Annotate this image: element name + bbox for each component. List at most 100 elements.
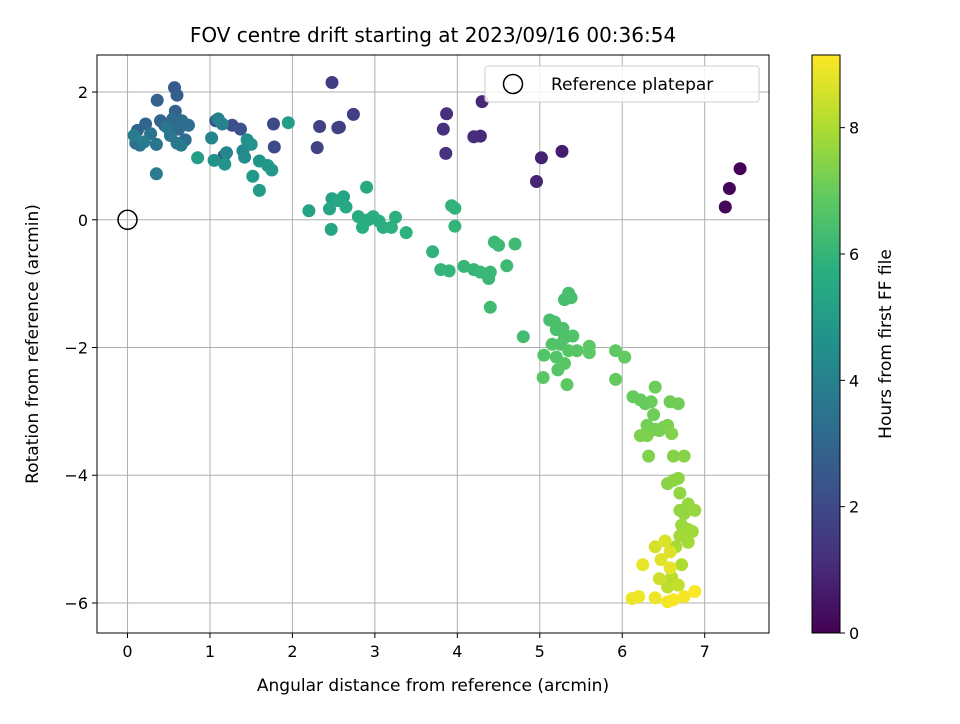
data-point <box>666 593 680 607</box>
reference-layer <box>117 209 138 231</box>
data-point <box>570 344 584 358</box>
data-point <box>516 330 530 344</box>
data-point <box>313 120 327 133</box>
data-point <box>636 558 650 572</box>
data-point <box>234 122 247 136</box>
colorbar-tick-label: 0 <box>849 624 859 643</box>
data-point <box>215 117 229 131</box>
data-point <box>324 222 338 236</box>
data-point <box>265 163 279 177</box>
chart-title: FOV centre drift starting at 2023/09/16 … <box>190 23 676 47</box>
data-point <box>150 93 164 107</box>
y-tick-label: −4 <box>64 466 88 485</box>
x-tick-label: 6 <box>617 642 627 661</box>
colorbar-label: Hours from first FF file <box>876 249 896 439</box>
data-point <box>467 130 481 144</box>
data-point <box>582 346 596 360</box>
data-point <box>560 378 574 392</box>
data-point <box>681 535 695 549</box>
x-tick-label: 0 <box>122 642 132 661</box>
x-tick-label: 3 <box>370 642 380 661</box>
data-point <box>658 534 672 548</box>
data-point <box>718 200 732 214</box>
plot-frame <box>96 54 770 634</box>
data-point <box>389 210 402 224</box>
data-point <box>609 344 623 358</box>
data-point <box>440 107 454 121</box>
x-tick-label: 1 <box>205 642 215 661</box>
data-point <box>218 157 232 171</box>
colorbar <box>811 54 841 634</box>
data-point <box>677 449 691 463</box>
data-point <box>733 162 747 176</box>
data-point <box>356 220 369 234</box>
data-point <box>666 473 680 487</box>
data-point <box>534 151 548 165</box>
data-point <box>436 122 450 136</box>
data-point <box>174 138 188 152</box>
data-point <box>127 129 141 142</box>
data-point <box>633 429 647 443</box>
data-point <box>647 408 661 422</box>
y-tick-label: 2 <box>78 83 88 102</box>
data-point <box>508 237 522 251</box>
data-point <box>246 169 260 183</box>
legend-label: Reference platepar <box>551 75 713 95</box>
data-point <box>244 137 258 151</box>
data-point <box>545 337 559 351</box>
data-point <box>267 140 281 154</box>
y-tick-label: −2 <box>64 339 88 358</box>
data-point <box>351 210 365 224</box>
data-point <box>536 371 550 384</box>
data-point <box>648 591 662 605</box>
data-point <box>666 449 680 463</box>
x-ticks: 0 1 2 3 4 5 6 7 <box>122 633 710 661</box>
x-tick-label: 5 <box>535 642 545 661</box>
data-point <box>238 150 252 164</box>
x-tick-label: 2 <box>287 642 297 661</box>
data-point <box>555 144 569 158</box>
data-point <box>673 486 687 500</box>
legend-marker-hollow-circle-icon <box>502 73 524 95</box>
data-point <box>642 449 656 463</box>
data-point <box>323 202 336 216</box>
data-point <box>346 107 360 121</box>
data-point <box>302 204 316 218</box>
data-point <box>483 300 497 314</box>
data-point <box>139 117 153 131</box>
data-point <box>483 265 497 279</box>
data-point <box>442 264 456 278</box>
data-point <box>448 201 462 215</box>
data-point <box>137 135 151 149</box>
data-point <box>677 590 691 604</box>
data-point <box>671 578 685 592</box>
data-point <box>648 380 662 394</box>
colorbar-tick-label: 6 <box>849 245 859 264</box>
colorbar-ticks: 0 2 4 6 8 <box>840 119 859 643</box>
colorbar-tick-label: 2 <box>849 498 859 517</box>
data-point <box>331 121 345 135</box>
data-point <box>537 348 551 362</box>
data-point <box>675 558 689 572</box>
data-point <box>399 226 413 240</box>
data-point <box>492 238 506 252</box>
data-point <box>618 350 632 364</box>
x-axis-label: Angular distance from reference (arcmin) <box>257 676 609 696</box>
data-point <box>663 561 677 575</box>
data-point <box>558 357 571 370</box>
data-point <box>457 259 471 273</box>
data-point <box>685 525 699 538</box>
data-point <box>170 88 184 102</box>
y-tick-label: 0 <box>78 211 88 230</box>
data-point <box>661 580 675 594</box>
data-point <box>688 585 702 598</box>
data-point <box>360 180 374 194</box>
data-point <box>339 200 353 214</box>
data-point <box>500 259 514 273</box>
data-point <box>566 329 580 343</box>
data-point <box>384 220 398 234</box>
colorbar-tick-label: 4 <box>849 371 859 390</box>
data-point <box>448 219 462 233</box>
